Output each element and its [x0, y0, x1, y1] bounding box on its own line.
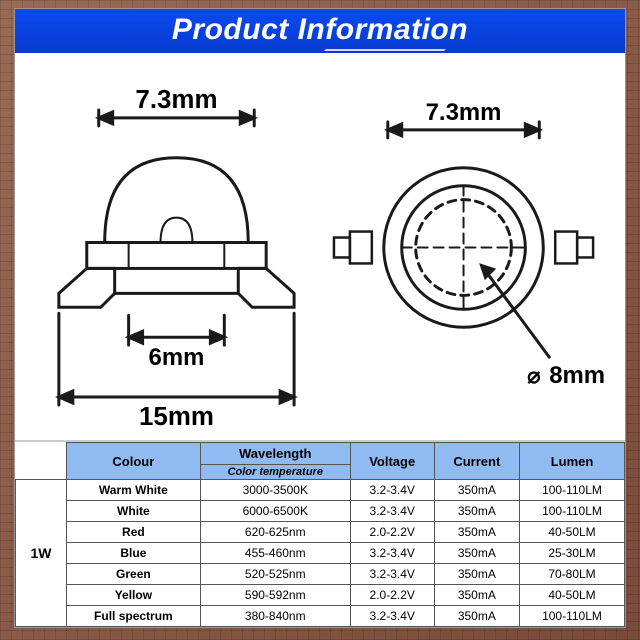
cell-voltage: 3.2-3.4V [350, 543, 434, 564]
dim-lens-dia: 8mm [549, 362, 605, 389]
spec-table-head: Colour Wavelength Voltage Current Lumen … [16, 443, 625, 480]
spec-table: Colour Wavelength Voltage Current Lumen … [15, 442, 625, 627]
table-row: Green520-525nm3.2-3.4V350mA70-80LM [16, 564, 625, 585]
dia-prefix: ⌀ [527, 363, 541, 388]
cell-current: 350mA [434, 606, 519, 627]
cell-current: 350mA [434, 564, 519, 585]
cell-lumen: 40-50LM [520, 522, 625, 543]
cell-wavelength: 6000-6500K [200, 501, 350, 522]
dim-overall-width: 15mm [139, 403, 214, 431]
dim-dome-width: 7.3mm [135, 86, 217, 114]
cell-voltage: 3.2-3.4V [350, 480, 434, 501]
cell-voltage: 3.2-3.4V [350, 606, 434, 627]
cell-current: 350mA [434, 480, 519, 501]
watt-cell: 1W [16, 480, 67, 627]
cell-colour: Red [67, 522, 201, 543]
cell-voltage: 2.0-2.2V [350, 585, 434, 606]
col-colour: Colour [67, 443, 201, 480]
cell-colour: White [67, 501, 201, 522]
cell-lumen: 70-80LM [520, 564, 625, 585]
cell-current: 350mA [434, 543, 519, 564]
diagram-svg: 7.3mm [15, 53, 625, 442]
cell-current: 350mA [434, 501, 519, 522]
cell-voltage: 3.2-3.4V [350, 501, 434, 522]
title-bar: Product Information [15, 9, 625, 53]
cell-lumen: 25-30LM [520, 543, 625, 564]
col-wavelength: Wavelength [200, 443, 350, 465]
top-view: 7.3mm [334, 99, 605, 389]
cell-colour: Yellow [67, 585, 201, 606]
table-row: 1WWarm White3000-3500K3.2-3.4V350mA100-1… [16, 480, 625, 501]
col-current: Current [434, 443, 519, 480]
cell-lumen: 100-110LM [520, 480, 625, 501]
col-voltage: Voltage [350, 443, 434, 480]
page-title: Product Information [172, 13, 468, 46]
cell-colour: Blue [67, 543, 201, 564]
cell-current: 350mA [434, 522, 519, 543]
side-view: 7.3mm [59, 86, 294, 431]
spec-table-wrap: Colour Wavelength Voltage Current Lumen … [15, 442, 625, 627]
table-row: Blue455-460nm3.2-3.4V350mA25-30LM [16, 543, 625, 564]
cell-wavelength: 620-625nm [200, 522, 350, 543]
col-lumen: Lumen [520, 443, 625, 480]
cell-colour: Warm White [67, 480, 201, 501]
cell-wavelength: 520-525nm [200, 564, 350, 585]
cell-lumen: 40-50LM [520, 585, 625, 606]
cell-voltage: 3.2-3.4V [350, 564, 434, 585]
cell-wavelength: 590-592nm [200, 585, 350, 606]
cell-lumen: 100-110LM [520, 501, 625, 522]
cell-colour: Green [67, 564, 201, 585]
spec-table-body: 1WWarm White3000-3500K3.2-3.4V350mA100-1… [16, 480, 625, 627]
cell-wavelength: 3000-3500K [200, 480, 350, 501]
cell-wavelength: 380-840nm [200, 606, 350, 627]
dim-base-width: 6mm [149, 344, 205, 371]
table-row: Red620-625nm2.0-2.2V350mA40-50LM [16, 522, 625, 543]
cell-voltage: 2.0-2.2V [350, 522, 434, 543]
cell-current: 350mA [434, 585, 519, 606]
table-row: Full spectrum380-840nm3.2-3.4V350mA100-1… [16, 606, 625, 627]
dim-ring-outer: 7.3mm [426, 99, 502, 126]
col-wavelength-sub: Color temperature [200, 465, 350, 480]
cell-wavelength: 455-460nm [200, 543, 350, 564]
dimension-diagram: 7.3mm [15, 53, 625, 442]
product-info-card: Product Information 7.3mm [14, 8, 626, 628]
table-row: Yellow590-592nm2.0-2.2V350mA40-50LM [16, 585, 625, 606]
cell-lumen: 100-110LM [520, 606, 625, 627]
table-row: White6000-6500K3.2-3.4V350mA100-110LM [16, 501, 625, 522]
cell-colour: Full spectrum [67, 606, 201, 627]
